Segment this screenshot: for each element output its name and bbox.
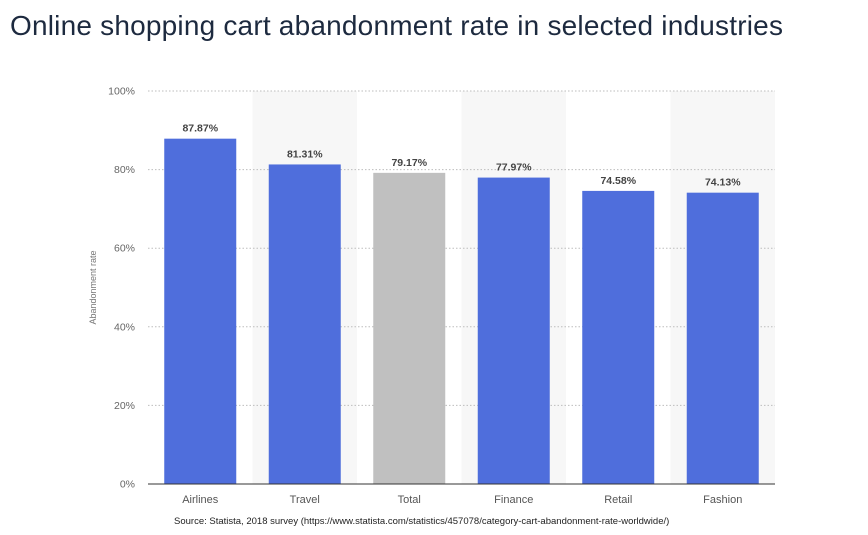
chart-panel: 0% 20% 40% 60% 80% 100% Abandonment rate 87.87%… xyxy=(5,60,789,530)
y-tick-label: 20% xyxy=(114,400,135,412)
data-label: 87.87% xyxy=(182,123,218,135)
y-tick-label: 80% xyxy=(114,164,135,176)
bar-travel xyxy=(268,164,341,484)
bar-retail xyxy=(582,190,655,484)
data-label: 79.17% xyxy=(391,157,427,169)
data-label: 77.97% xyxy=(496,162,532,174)
x-tick-label: Retail xyxy=(604,494,632,506)
x-tick-label: Airlines xyxy=(182,494,219,506)
y-tick-label: 60% xyxy=(114,243,135,255)
x-tick-label: Fashion xyxy=(703,494,742,506)
y-tick-label: 0% xyxy=(120,479,135,491)
source-note: Source: Statista, 2018 survey (https://w… xyxy=(174,516,670,527)
x-tick-label: Total xyxy=(398,494,421,506)
data-label: 74.13% xyxy=(705,177,741,189)
y-tick-label: 100% xyxy=(108,86,135,98)
bar-total xyxy=(373,172,446,484)
x-tick-label: Travel xyxy=(290,494,320,506)
x-tick-label: Finance xyxy=(494,494,533,506)
chart-title: Online shopping cart abandonment rate in… xyxy=(10,10,784,41)
data-label: 74.58% xyxy=(600,175,636,187)
y-tick-label: 40% xyxy=(114,321,135,333)
bar-airlines xyxy=(164,138,237,484)
y-axis-title: Abandonment rate xyxy=(88,250,98,324)
bar-chart: 0% 20% 40% 60% 80% 100% Abandonment rate 87.87%… xyxy=(88,86,775,506)
data-label: 81.31% xyxy=(287,148,323,160)
bar-finance xyxy=(477,177,550,484)
bar-fashion xyxy=(686,192,759,484)
